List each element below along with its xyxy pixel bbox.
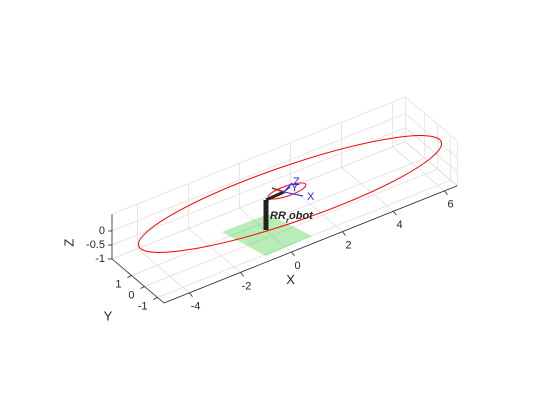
trajectory [137,135,443,253]
x-tick [291,251,295,257]
x-tick-label: -4 [191,301,201,313]
z-tick-label: -0.5 [86,239,105,251]
x-tick-label: 4 [396,219,402,231]
floor-patch [222,214,312,256]
y-tick-label: -1 [138,300,148,312]
x-tick [189,292,193,298]
grid-line [405,127,458,172]
x-tick [393,210,397,216]
grid-line [392,146,445,192]
x-tick-label: 0 [294,260,300,272]
y-tick [153,297,158,300]
z-axis-label: Z [61,239,76,247]
frame-axis [283,191,304,197]
robot-label-sub: r [286,216,290,225]
box-edge [405,96,458,142]
scene: X Y Z RRrobot [137,135,443,256]
y-tick [127,275,132,278]
grid-line [157,179,451,298]
grid-line [111,141,406,260]
frame-axis [283,186,291,193]
y-tick-label: 0 [128,289,134,301]
x-tick-label: 6 [447,199,453,211]
x-axis-label: X [286,272,295,287]
x-tick-label: 2 [345,240,351,252]
frame-label: Y [291,182,299,194]
robot-label-main: RR [270,210,286,222]
grid-line [137,248,190,294]
y-tick-label: 1 [115,278,121,290]
x-tick [342,231,346,236]
robot-link [271,187,285,193]
robot-link [265,190,285,202]
x-tick [444,190,448,196]
y-axis-label: Y [104,308,113,323]
frame-label: X [307,191,315,203]
y-axis [111,258,165,304]
z-tick-label: 0 [99,225,105,237]
y-tick [140,286,145,289]
grid-line [405,141,458,186]
grid-line [131,157,425,276]
grid-line [111,113,406,232]
x-tick-label: -2 [242,280,252,292]
grid-line [111,127,406,246]
grid-line [341,166,394,212]
frame-label: Z [293,176,300,188]
box-edge [111,96,406,215]
robot-label-rest: obot [289,210,314,222]
z-tick-label: -1 [95,253,105,265]
grid-line [188,228,241,273]
trajectory-small [267,182,307,200]
grid-line [144,168,438,287]
robot-label: RRrobot [270,210,314,225]
x-axis [163,185,458,304]
x-tick [240,272,244,277]
floor-tile [222,214,312,256]
